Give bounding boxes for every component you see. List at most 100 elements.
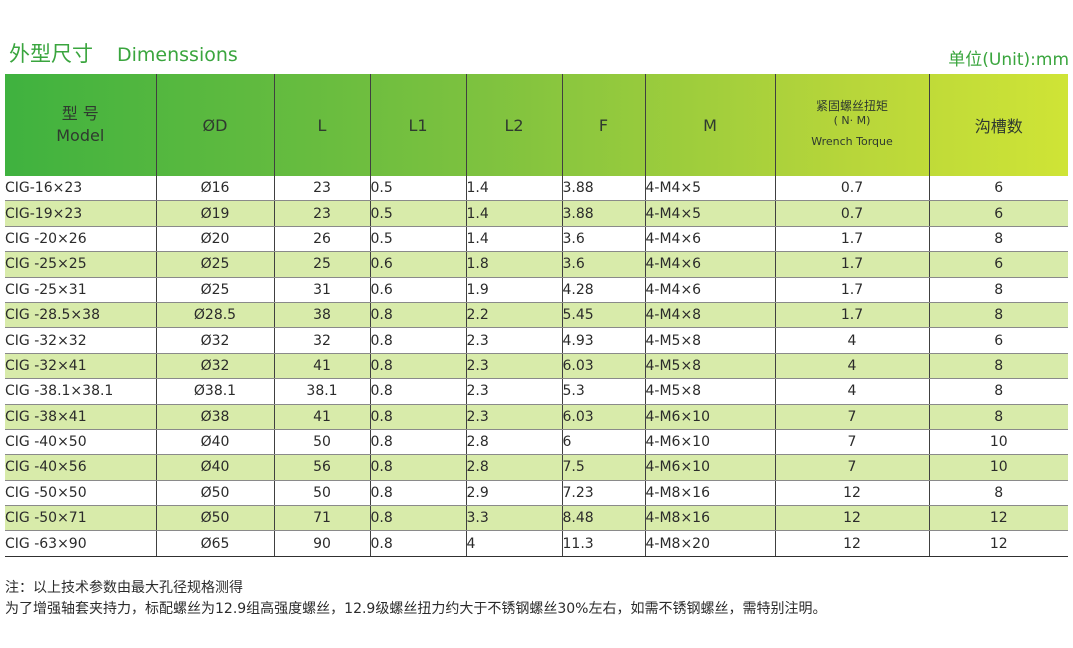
cell-f: 4.93 <box>562 327 646 354</box>
header-wrench-en: Wrench Torque <box>811 135 893 148</box>
header-model: 型 号 Model <box>5 74 157 176</box>
cell-grooves: 8 <box>929 480 1068 507</box>
cell-m: 4-M5×8 <box>645 378 776 405</box>
cell-grooves: 8 <box>929 277 1068 303</box>
header-f: F <box>562 74 646 176</box>
cell-l1: 0.6 <box>370 251 467 278</box>
cell-f: 5.3 <box>562 378 646 405</box>
cell-d: Ø25 <box>156 277 275 303</box>
cell-l: 90 <box>274 530 371 557</box>
cell-wrench-torque: 7 <box>775 404 930 430</box>
cell-wrench-torque: 12 <box>775 530 930 557</box>
cell-f: 3.88 <box>562 176 646 202</box>
cell-d: Ø38 <box>156 404 275 430</box>
table-row: CIG -28.5×38 Ø28.5 38 0.8 2.2 5.45 4-M4×8 1.7 8 <box>5 302 1068 329</box>
cell-grooves: 6 <box>929 251 1068 278</box>
cell-d: Ø32 <box>156 353 275 380</box>
cell-grooves: 12 <box>929 505 1068 532</box>
table-row: CIG-19×23 Ø19 23 0.5 1.4 3.88 4-M4×5 0.7 6 <box>5 200 1068 227</box>
header-l: L <box>274 74 371 176</box>
cell-d: Ø40 <box>156 454 275 481</box>
cell-l: 38.1 <box>274 378 371 405</box>
cell-l2: 2.3 <box>466 378 563 405</box>
header-d: ØD <box>156 74 275 176</box>
cell-f: 6 <box>562 429 646 456</box>
table-row: CIG -25×25 Ø25 25 0.6 1.8 3.6 4-M4×6 1.7 6 <box>5 251 1068 278</box>
cell-wrench-torque: 4 <box>775 378 930 405</box>
cell-l1: 0.6 <box>370 277 467 303</box>
table-row: CIG -50×71 Ø50 71 0.8 3.3 8.48 4-M8×16 12 12 <box>5 505 1068 532</box>
cell-l2: 4 <box>466 530 563 557</box>
header-model-en: Model <box>56 126 105 145</box>
cell-d: Ø50 <box>156 505 275 532</box>
cell-model: CIG -38.1×38.1 <box>5 378 157 405</box>
cell-wrench-torque: 4 <box>775 327 930 354</box>
cell-wrench-torque: 12 <box>775 480 930 507</box>
cell-wrench-torque: 0.7 <box>775 200 930 227</box>
cell-f: 3.6 <box>562 251 646 278</box>
table-body: CIG-16×23 Ø16 23 0.5 1.4 3.88 4-M4×5 0.7 6 CIG-19… <box>5 176 1068 557</box>
table-row: CIG -38×41 Ø38 41 0.8 2.3 6.03 4-M6×10 7 8 <box>5 404 1068 430</box>
cell-l2: 2.3 <box>466 353 563 380</box>
cell-f: 3.6 <box>562 226 646 253</box>
cell-l2: 1.4 <box>466 226 563 253</box>
cell-grooves: 8 <box>929 302 1068 329</box>
cell-wrench-torque: 7 <box>775 429 930 456</box>
cell-m: 4-M5×8 <box>645 353 776 380</box>
cell-grooves: 6 <box>929 176 1068 202</box>
cell-wrench-torque: 12 <box>775 505 930 532</box>
cell-l: 25 <box>274 251 371 278</box>
cell-wrench-torque: 4 <box>775 353 930 380</box>
cell-l1: 0.8 <box>370 353 467 380</box>
cell-f: 11.3 <box>562 530 646 557</box>
table-row: CIG -32×41 Ø32 41 0.8 2.3 6.03 4-M5×8 4 8 <box>5 353 1068 380</box>
cell-grooves: 8 <box>929 378 1068 405</box>
cell-model: CIG -25×31 <box>5 277 157 303</box>
cell-f: 8.48 <box>562 505 646 532</box>
cell-d: Ø38.1 <box>156 378 275 405</box>
cell-wrench-torque: 1.7 <box>775 251 930 278</box>
cell-f: 5.45 <box>562 302 646 329</box>
cell-m: 4-M4×6 <box>645 277 776 303</box>
cell-d: Ø32 <box>156 327 275 354</box>
cell-d: Ø16 <box>156 176 275 202</box>
cell-d: Ø50 <box>156 480 275 507</box>
cell-l1: 0.8 <box>370 454 467 481</box>
table-row: CIG -50×50 Ø50 50 0.8 2.9 7.23 4-M8×16 12 8 <box>5 480 1068 507</box>
cell-f: 6.03 <box>562 353 646 380</box>
cell-wrench-torque: 1.7 <box>775 302 930 329</box>
note-line-1: 注：以上技术参数由最大孔径规格测得 <box>5 580 243 596</box>
cell-l2: 2.3 <box>466 404 563 430</box>
cell-l1: 0.5 <box>370 200 467 227</box>
cell-m: 4-M4×5 <box>645 176 776 202</box>
cell-wrench-torque: 1.7 <box>775 226 930 253</box>
header-grooves: 沟槽数 <box>974 117 1023 136</box>
cell-d: Ø40 <box>156 429 275 456</box>
cell-l2: 2.3 <box>466 327 563 354</box>
cell-m: 4-M6×10 <box>645 454 776 481</box>
cell-model: CIG -32×41 <box>5 353 157 380</box>
cell-l2: 2.8 <box>466 454 563 481</box>
cell-l1: 0.5 <box>370 176 467 202</box>
cell-l1: 0.8 <box>370 404 467 430</box>
header-wrench-cn: 紧固螺丝扭矩 <box>815 99 888 113</box>
cell-l: 56 <box>274 454 371 481</box>
cell-l1: 0.8 <box>370 480 467 507</box>
cell-l1: 0.8 <box>370 302 467 329</box>
header-m: M <box>645 74 776 176</box>
cell-l: 41 <box>274 353 371 380</box>
cell-d: Ø65 <box>156 530 275 557</box>
cell-l: 50 <box>274 429 371 456</box>
cell-l1: 0.8 <box>370 505 467 532</box>
cell-wrench-torque: 7 <box>775 454 930 481</box>
cell-l: 71 <box>274 505 371 532</box>
page-title: 外型尺寸 Dimenssions <box>9 38 238 68</box>
dimensions-table: 型 号 Model ØD L L1 L2 F M 紧固螺丝扭矩 ( N· M) … <box>5 74 1068 557</box>
cell-f: 6.03 <box>562 404 646 430</box>
cell-l2: 2.9 <box>466 480 563 507</box>
cell-grooves: 8 <box>929 353 1068 380</box>
cell-model: CIG -40×56 <box>5 454 157 481</box>
table-row: CIG -32×32 Ø32 32 0.8 2.3 4.93 4-M5×8 4 6 <box>5 327 1068 354</box>
cell-l: 26 <box>274 226 371 253</box>
cell-d: Ø28.5 <box>156 302 275 329</box>
